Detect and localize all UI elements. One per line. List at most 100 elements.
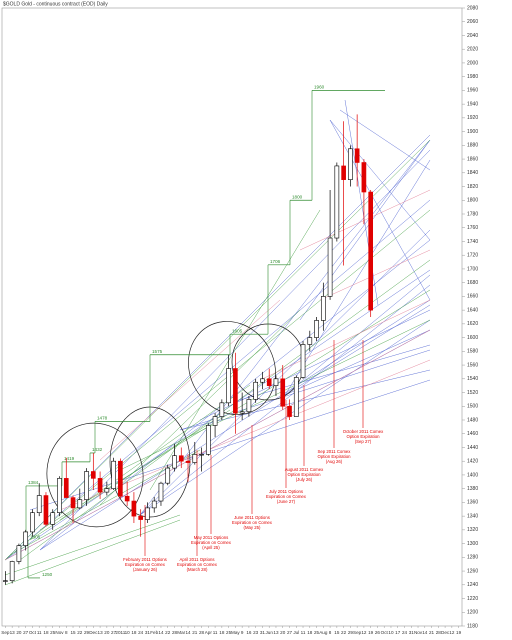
annotation: April 2011 Options [179,557,214,562]
x-tick-label: 2011 [115,630,125,635]
chart-title: $GOLD Gold - continuous contract (EOD) D… [3,1,108,7]
annotation: (May 25) [244,525,262,530]
cycle-ellipse [46,422,144,528]
candle-body [320,296,326,321]
level-label: 1960 [314,85,325,90]
x-tick-label: 11 [301,630,306,635]
annotation: Expiration on Comex [191,540,232,545]
y-tick-label: 1420 [467,459,478,465]
trend-line [339,109,431,171]
x-tick-label: 22 [77,630,83,635]
x-tick-label: 28 [199,630,205,635]
candle-body [131,500,137,517]
x-tick-label: 17 [395,630,401,635]
trend-line [29,409,231,541]
x-tick-label: 18 [131,630,137,635]
y-tick-label: 1440 [467,445,478,451]
annotation: (Sep 27) [355,439,372,444]
x-tick-label: 26 [375,630,381,635]
level-label: 1250 [42,572,53,577]
y-tick-label: 1220 [467,596,478,602]
annotation: (Aug 26) [326,459,343,464]
annotation: Expiration on Comex [266,494,307,499]
y-tick-label: 1660 [467,294,478,300]
candle-body [151,500,157,509]
trend-line [139,139,431,516]
y-tick-label: 1720 [467,253,478,259]
x-tick-label: 21 [192,630,198,635]
x-tick-label: 12 [361,630,367,635]
y-tick-label: 1560 [467,362,478,368]
x-tick-label: 27 [23,630,29,635]
x-tick-label: Nov [55,630,64,635]
x-tick-label: 14 [185,630,191,635]
candle-body [239,411,245,414]
y-tick-label: 1860 [467,156,478,162]
candle-body [118,460,123,497]
y-tick-label: 1600 [467,335,478,341]
y-tick-label: 1300 [467,541,478,547]
trend-line [39,299,431,551]
x-tick-label: 9 [241,630,244,635]
annotation: Option Expiration [288,472,322,477]
trend-line [284,159,431,396]
candle-body [16,545,22,562]
level-label: 1575 [152,349,163,354]
annotation: July 2011 Options [269,489,303,494]
candle-body [199,454,204,456]
x-tick-label: 10 [125,630,131,635]
annotation: Option Expiration [347,434,381,439]
x-tick-label: 22 [165,630,171,635]
x-tick-label: Nov [414,630,423,635]
x-tick-label: 15 [70,630,76,635]
x-tick-label: 29 [348,630,354,635]
candle-body [9,561,15,581]
y-tick-label: 1920 [467,115,478,121]
y-tick-label: 1880 [467,143,478,149]
trend-line [299,189,431,251]
trend-line [329,119,431,241]
y-tick-label: 1380 [467,486,478,492]
trend-line [4,519,181,586]
trend-line [284,274,431,396]
x-tick-label: 18 [43,630,49,635]
candle-body [354,148,360,163]
x-tick-label: 19 [368,630,374,635]
candle-body [368,191,374,311]
x-tick-label: 19 [456,630,462,635]
candle-body [273,378,279,386]
annotation: (January 26) [133,567,158,572]
candle-body [43,495,49,525]
trend-line [29,379,431,511]
candle-body [314,320,319,338]
trend-line [259,299,431,381]
x-tick-label: 18 [219,630,225,635]
annotation: (March 28) [187,567,208,572]
x-tick-label: Dec [441,630,450,635]
trend-line [4,134,431,561]
y-tick-label: 2020 [467,47,478,53]
y-tick-label: 1900 [467,129,478,135]
y-tick-label: 2040 [467,33,478,39]
candle-body [348,148,353,180]
x-tick-label: 25 [50,630,56,635]
x-tick-label: 31 [145,630,151,635]
trend-line [119,319,431,471]
annotation: August 2011 Comex [285,467,324,472]
candle-body [70,497,76,509]
y-tick-label: 1400 [467,472,478,478]
y-tick-label: 1980 [467,74,478,80]
candle-body [63,478,69,498]
x-tick-label: 23 [253,630,259,635]
candle-body [111,460,116,489]
candle-body [145,507,150,520]
candle-body [327,237,333,297]
y-tick-label: 1460 [467,431,478,437]
x-tick-label: 28 [436,630,442,635]
cycle-ellipse [188,321,276,415]
y-tick-label: 1500 [467,404,478,410]
x-tick-label: Mar [177,630,185,635]
candle-body [361,162,367,193]
x-tick-label: 27 [287,630,293,635]
